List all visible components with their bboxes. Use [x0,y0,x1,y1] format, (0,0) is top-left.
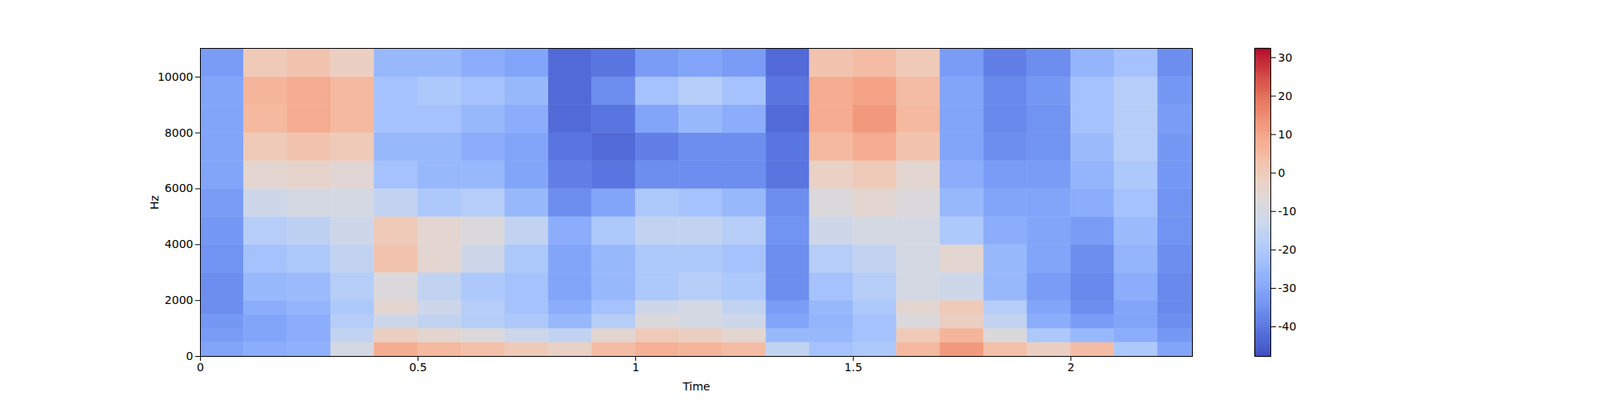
svg-text:20: 20 [1278,89,1293,103]
svg-text:0: 0 [196,360,204,374]
svg-text:0: 0 [186,349,194,363]
svg-text:Time: Time [681,380,710,393]
svg-text:2000: 2000 [164,293,194,307]
svg-text:-10: -10 [1278,204,1297,218]
svg-text:30: 30 [1278,51,1293,64]
svg-text:10: 10 [1278,128,1293,141]
svg-text:10000: 10000 [157,70,194,84]
svg-text:2: 2 [1067,360,1075,374]
svg-text:1: 1 [632,360,640,374]
svg-text:1.5: 1.5 [844,360,863,374]
svg-text:-30: -30 [1278,281,1297,295]
svg-text:0: 0 [1278,166,1286,180]
svg-text:0.5: 0.5 [408,360,427,374]
svg-text:-40: -40 [1278,320,1297,333]
svg-text:4000: 4000 [164,237,194,251]
svg-text:-20: -20 [1278,243,1297,256]
svg-text:8000: 8000 [164,126,194,140]
svg-text:6000: 6000 [164,181,194,195]
svg-text:Hz: Hz [148,195,161,210]
